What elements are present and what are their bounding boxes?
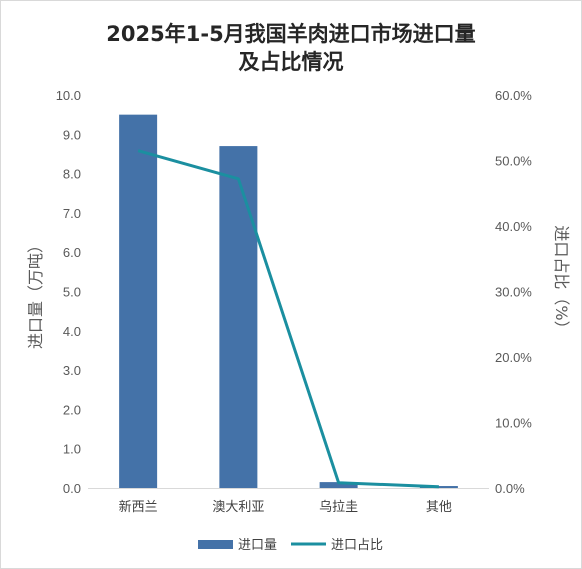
y-left-tick-label: 3.0 [63,363,81,378]
y-left-tick-label: 0.0 [63,481,81,496]
bar-2 [219,146,258,488]
y-right-tick-label: 10.0% [495,416,532,431]
x-tick-label: 澳大利亚 [212,499,264,515]
y-right-tick-label: 20.0% [495,350,532,365]
y-right-tick-label: 60.0% [495,88,532,103]
legend-label-bar: 进口量 [238,538,277,553]
x-tick-label: 乌拉圭 [319,499,358,515]
y-right-tick-label: 30.0% [495,285,532,300]
line-series [137,149,439,489]
y-axis-right-title: 进口占比（%） [552,225,571,336]
chart-title-line2: 及占比情况 [238,50,344,74]
y-right-tick-label: 0.0% [495,481,525,496]
y-left-tick-label: 10.0 [56,88,81,103]
y-left-tick-label: 7.0 [63,206,81,221]
x-tick-label: 其他 [426,500,452,515]
chart-title-line1: 2025年1-5月我国羊肉进口市场进口量 [106,22,476,46]
y-right-tick-label: 50.0% [495,154,532,169]
x-tick-label: 新西兰 [119,499,158,515]
line-group [137,149,439,489]
legend-swatch-bar [198,540,233,549]
legend: 进口量 进口占比 [198,538,383,553]
y-right-tick-label: 40.0% [495,219,532,234]
y-left-tick-label: 5.0 [63,285,81,300]
bar-1 [119,114,158,489]
y-left-tick-label: 6.0 [63,245,81,260]
y-left-tick-label: 1.0 [63,442,81,457]
labels-group: 0.0 1.0 2.0 3.0 4.0 5.0 6.0 7.0 8.0 9.0 10.0 0.0% 10… [56,88,533,515]
y-left-tick-label: 2.0 [63,402,81,417]
bar-4 [419,486,458,488]
y-left-tick-label: 8.0 [63,167,81,182]
y-left-tick-label: 9.0 [63,127,81,142]
bar-3 [319,482,358,488]
y-axis-left-title: 进口量（万吨） [26,237,45,349]
y-left-tick-label: 4.0 [63,324,81,339]
legend-label-line: 进口占比 [331,538,383,553]
bars-group [119,114,458,489]
